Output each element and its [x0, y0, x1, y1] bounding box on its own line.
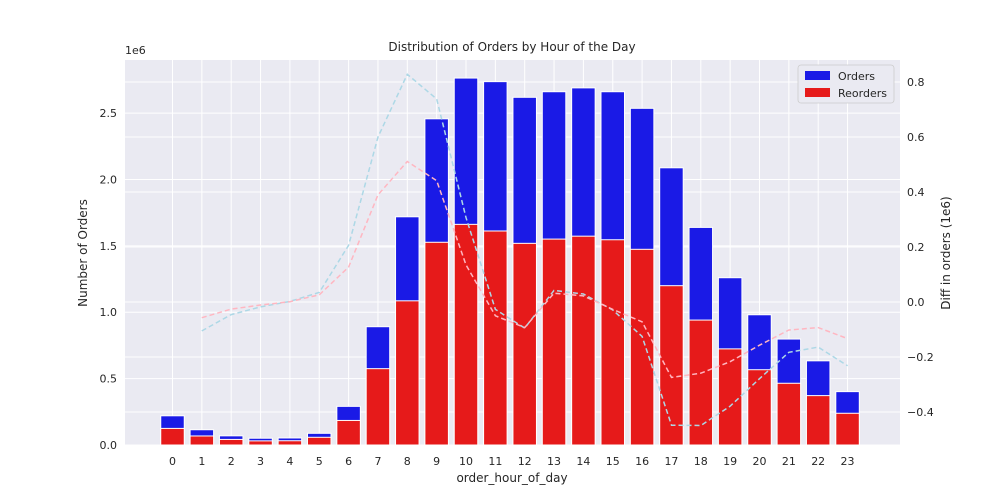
legend-label-orders: Orders: [838, 70, 875, 83]
x-tick-label: 21: [782, 455, 796, 468]
legend-label-reorders: Reorders: [838, 87, 887, 100]
y-tick-label: 0.0: [100, 439, 118, 452]
x-tick-label: 14: [576, 455, 590, 468]
bar-reorders: [805, 395, 831, 446]
bars: [160, 77, 860, 446]
diff-line-1: [201, 73, 849, 427]
bar-reorders: [160, 427, 185, 446]
y-tick-label: 1.5: [100, 240, 118, 253]
bar-reorders: [600, 239, 625, 446]
legend: Orders Reorders: [797, 64, 895, 104]
diff-line-2: [201, 160, 848, 379]
y2-tick-label: 0.8: [907, 76, 925, 89]
bar-reorders: [453, 223, 479, 446]
bar-reorders: [688, 319, 714, 446]
bar-reorders: [189, 435, 215, 446]
x-tick-label: 9: [433, 455, 440, 468]
x-tick-label: 13: [547, 455, 561, 468]
x-tick-label: 0: [169, 455, 176, 468]
bar-reorders: [395, 300, 420, 446]
bar-reorders: [336, 419, 361, 446]
x-tick-label: 3: [257, 455, 264, 468]
y2-axis-label: Diff in orders (1e6): [939, 196, 953, 310]
x-tick-label: 20: [753, 455, 767, 468]
x-tick-label: 19: [723, 455, 737, 468]
x-tick-label: 12: [518, 455, 532, 468]
y2-tick-label: 0.2: [907, 241, 925, 254]
x-tick-label: 11: [488, 455, 502, 468]
bar-reorders: [512, 242, 537, 446]
y2-tick-label: 0.6: [907, 131, 925, 144]
bar-reorders: [541, 238, 567, 446]
x-tick-label: 17: [664, 455, 678, 468]
y-tick-label: 0.5: [100, 373, 118, 386]
y-axis-left: 0.0 0.5 1.0 1.5 2.0 2.5: [100, 107, 118, 452]
x-tick-label: 15: [606, 455, 620, 468]
chart-title: Distribution of Orders by Hour of the Da…: [388, 40, 635, 54]
bar-reorders: [424, 241, 449, 446]
y-axis-label: Number of Orders: [76, 199, 90, 307]
x-tick-label: 5: [316, 455, 323, 468]
bar-reorders: [483, 230, 508, 446]
y-tick-label: 2.5: [100, 107, 118, 120]
legend-swatch-orders: [805, 71, 830, 80]
x-tick-label: 1: [198, 455, 205, 468]
diff-lines: [201, 73, 849, 427]
bar-reorders: [277, 440, 303, 446]
bar-reorders: [717, 348, 743, 446]
bar-reorders: [629, 248, 655, 446]
x-tick-label: 6: [345, 455, 352, 468]
y2-tick-label: 0.4: [907, 186, 925, 199]
y-offset-text: 1e6: [125, 44, 146, 57]
y-tick-label: 1.0: [100, 306, 118, 319]
x-tick-label: 23: [841, 455, 855, 468]
y2-tick-label: 0.0: [907, 296, 925, 309]
x-tick-label: 7: [374, 455, 381, 468]
y-axis-right: −0.4 −0.2 0.0 0.2 0.4 0.6 0.8: [907, 76, 934, 419]
bar-reorders: [835, 412, 860, 446]
x-axis-label: order_hour_of_day: [456, 471, 567, 485]
bar-reorders: [571, 235, 596, 446]
bar-reorders: [307, 436, 332, 446]
bar-reorders: [248, 440, 273, 446]
y-tick-label: 2.0: [100, 173, 118, 186]
bar-reorders: [776, 382, 802, 446]
x-tick-label: 2: [228, 455, 235, 468]
y2-tick-label: −0.2: [907, 351, 934, 364]
bar-reorders: [659, 285, 684, 446]
x-tick-label: 16: [635, 455, 649, 468]
x-tick-label: 22: [811, 455, 825, 468]
bar-reorders: [365, 368, 391, 446]
bar-reorders: [747, 369, 772, 446]
y2-tick-label: −0.4: [907, 406, 934, 419]
x-tick-label: 18: [694, 455, 708, 468]
x-tick-label: 4: [286, 455, 293, 468]
x-tick-label: 10: [459, 455, 473, 468]
legend-swatch-reorders: [805, 88, 830, 97]
x-tick-label: 8: [404, 455, 411, 468]
x-axis: 0 1 2 3 4 5 6 7 8 9 10 11 12 13 14 15 16 17 18 19 20 21 22 23: [169, 455, 855, 468]
bar-reorders: [218, 438, 244, 446]
